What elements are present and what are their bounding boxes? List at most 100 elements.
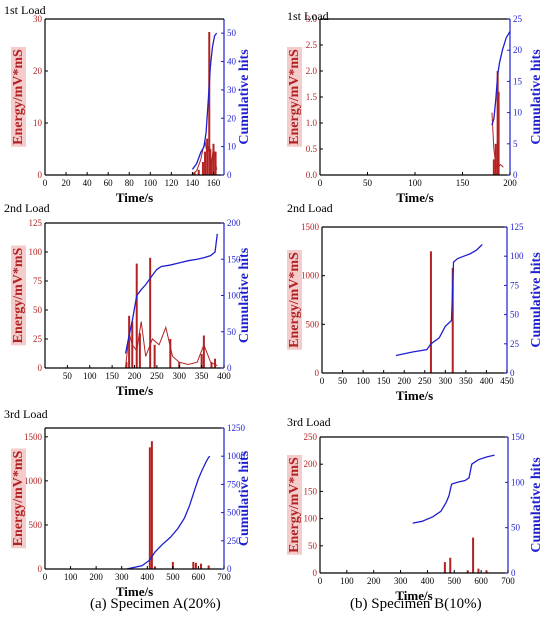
x-tick-label: 700 [217, 572, 231, 582]
energy-bar [153, 344, 156, 368]
energy-bar [149, 257, 152, 368]
panel-title: 1st Load [4, 3, 46, 17]
y-left-tick-label: 100 [304, 514, 318, 524]
x-tick-label: 100 [408, 178, 422, 188]
energy-bar [201, 162, 204, 175]
energy-bar [209, 149, 212, 175]
x-tick-label: 0 [320, 376, 325, 386]
x-tick-label: 160 [207, 178, 221, 188]
caption-b: (b) Specimen B(10%) [350, 596, 482, 612]
y-left-tick-label: 200 [304, 459, 318, 469]
energy-line [192, 141, 218, 175]
x-tick-label: 350 [195, 371, 209, 381]
y-left-tick-label: 1000 [301, 271, 320, 281]
energy-bar [208, 32, 211, 175]
x-tick-label: 100 [340, 576, 354, 586]
energy-bar [449, 557, 452, 573]
x-tick-label: 0 [43, 572, 48, 582]
energy-bar [497, 91, 500, 175]
y-left-tick-label: 100 [29, 247, 43, 257]
energy-bar [210, 362, 213, 368]
y-right-tick-label: 20 [227, 113, 237, 123]
cumulative-hits-line [395, 244, 483, 357]
x-tick-label: 300 [394, 576, 408, 586]
x-tick-label: 0 [318, 576, 323, 586]
x-tick-label: 600 [192, 572, 206, 582]
y-right-tick-label: 500 [227, 508, 241, 518]
energy-bar [148, 447, 151, 569]
x-tick-label: 600 [474, 576, 488, 586]
x-tick-label: 80 [125, 178, 135, 188]
energy-bar [197, 169, 200, 175]
panel-title: 2nd Load [287, 201, 333, 215]
y-right-tick-label: 40 [227, 57, 237, 67]
left-y-axis-label-highlight [11, 448, 26, 549]
x-tick-label: 50 [338, 376, 348, 386]
y-right-tick-label: 15 [513, 76, 523, 86]
y-left-tick-label: 1000 [24, 476, 43, 486]
y-right-tick-label: 0 [227, 564, 232, 574]
y-right-tick-label: 75 [510, 280, 520, 290]
energy-bar [193, 172, 196, 175]
left-y-axis-label: Energy/mV*mS [11, 247, 26, 343]
x-tick-label: 140 [186, 178, 200, 188]
x-axis-label: Time/s [396, 190, 433, 205]
x-tick-label: 400 [217, 371, 231, 381]
y-left-tick-label: 0 [38, 363, 43, 373]
energy-bar [207, 565, 210, 569]
energy-bar [443, 562, 446, 573]
cumulative-hits-line [412, 454, 495, 524]
x-axis-label: Time/s [396, 388, 433, 403]
y-right-tick-label: 50 [227, 327, 237, 337]
y-right-tick-label: 0 [227, 170, 232, 180]
y-right-tick-label: 50 [227, 28, 237, 38]
y-left-tick-label: 25 [33, 334, 43, 344]
x-axis-label: Time/s [116, 383, 153, 398]
y-right-tick-label: 30 [227, 85, 237, 95]
y-left-tick-label: 500 [29, 520, 43, 530]
x-tick-label: 200 [367, 576, 381, 586]
y-right-tick-label: 125 [510, 222, 524, 232]
y-right-tick-label: 50 [511, 523, 521, 533]
y-right-tick-label: 20 [513, 45, 523, 55]
x-tick-label: 400 [141, 572, 155, 582]
energy-bar [138, 333, 141, 368]
x-tick-label: 500 [166, 572, 180, 582]
cumulative-hits-line [124, 233, 218, 354]
x-tick-label: 60 [104, 178, 114, 188]
x-axis-label: Time/s [395, 588, 432, 603]
y-left-tick-label: 75 [33, 276, 43, 286]
y-left-tick-label: 0 [38, 170, 43, 180]
left-y-axis-label: Energy/mV*mS [11, 49, 26, 145]
energy-bar [485, 570, 488, 573]
y-right-tick-label: 25 [513, 14, 523, 24]
y-right-tick-label: 25 [510, 339, 520, 349]
energy-bar [192, 561, 195, 569]
y-right-tick-label: 0 [510, 368, 515, 378]
energy-bar [202, 335, 205, 368]
panel-title: 2nd Load [4, 201, 50, 215]
x-tick-label: 200 [128, 371, 142, 381]
x-tick-label: 150 [105, 371, 119, 381]
y-left-tick-label: 0.5 [306, 144, 318, 154]
x-tick-label: 100 [356, 376, 370, 386]
x-tick-label: 300 [439, 376, 453, 386]
energy-bar [210, 159, 213, 175]
energy-bar [212, 143, 215, 175]
right-y-axis-label: Cumulative hits [529, 49, 544, 145]
y-left-tick-label: 250 [304, 432, 318, 442]
right-y-axis-label: Cumulative hits [237, 450, 252, 546]
energy-bar [451, 267, 454, 373]
x-tick-label: 0 [43, 178, 48, 188]
energy-bar [194, 562, 197, 569]
x-tick-label: 50 [363, 178, 373, 188]
y-left-tick-label: 0 [315, 368, 320, 378]
x-tick-label: 200 [503, 178, 517, 188]
x-tick-label: 100 [64, 572, 78, 582]
energy-line [125, 321, 218, 369]
panel-title: 3rd Load [4, 407, 48, 421]
right-y-axis-label: Cumulative hits [529, 252, 544, 348]
y-left-tick-label: 1.5 [306, 92, 318, 102]
x-tick-label: 150 [456, 178, 470, 188]
panel-title: 1st Load [287, 9, 329, 23]
